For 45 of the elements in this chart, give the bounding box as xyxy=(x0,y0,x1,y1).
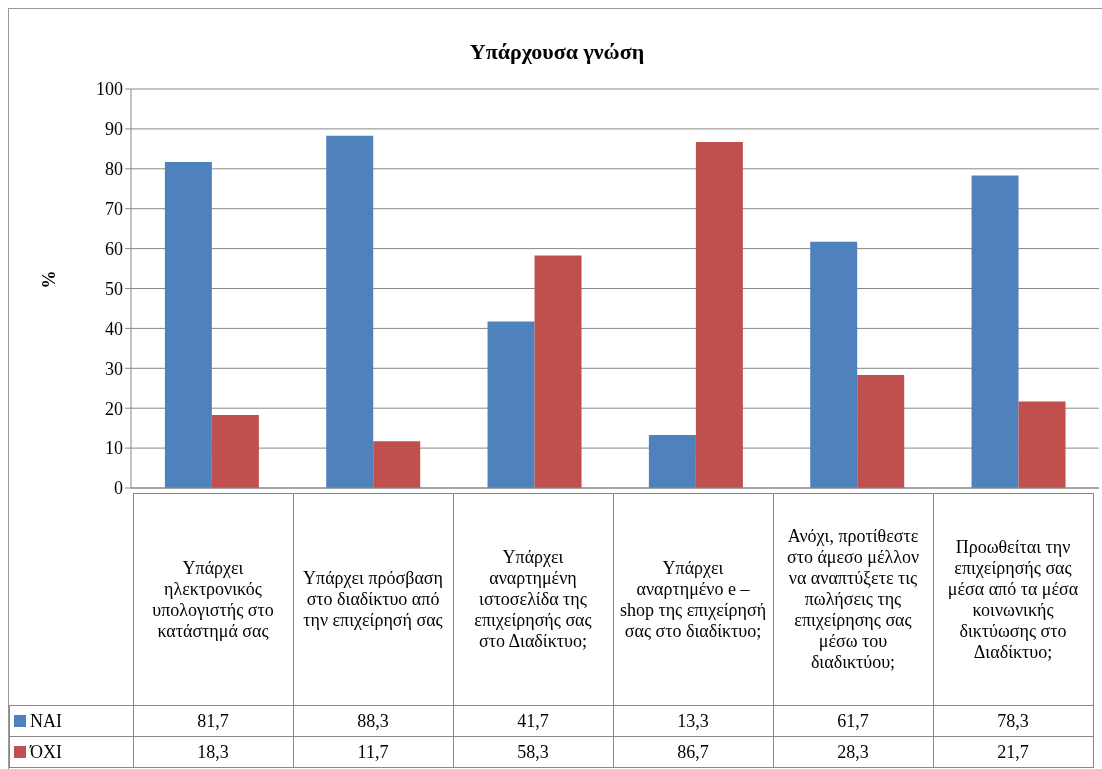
y-tick-label: 60 xyxy=(105,238,123,259)
bar xyxy=(1018,401,1066,488)
data-label: 18,3 xyxy=(133,736,293,768)
bar xyxy=(534,255,582,488)
y-tick-label: 100 xyxy=(96,79,123,100)
data-label: 88,3 xyxy=(293,705,453,737)
x-tick-label: Υπάρχει ηλεκτρονικός υπολογιστής στο κατάστημά σας xyxy=(133,493,293,706)
y-tick-label: 20 xyxy=(105,398,123,419)
data-label: 78,3 xyxy=(933,705,1093,737)
bar xyxy=(971,175,1019,488)
y-tick-label: 10 xyxy=(105,438,123,459)
bar xyxy=(373,441,421,488)
data-label: 21,7 xyxy=(933,736,1093,768)
data-label: 58,3 xyxy=(453,736,613,768)
y-tick-label: 30 xyxy=(105,358,123,379)
y-tick-label: 80 xyxy=(105,159,123,180)
legend-label: ΝΑΙ xyxy=(9,705,133,737)
y-tick-label: 70 xyxy=(105,199,123,220)
bar xyxy=(211,414,259,488)
data-label: 13,3 xyxy=(613,705,773,737)
y-tick-label: 50 xyxy=(105,278,123,299)
y-axis-title: % xyxy=(39,270,60,289)
data-label: 41,7 xyxy=(453,705,613,737)
legend-label: ΌΧΙ xyxy=(9,736,133,768)
y-tick-label: 0 xyxy=(114,478,123,499)
chart-title: Υπάρχουσα γνώση xyxy=(468,39,646,65)
y-tick-label: 90 xyxy=(105,119,123,140)
data-label: 86,7 xyxy=(613,736,773,768)
data-label: 11,7 xyxy=(293,736,453,768)
x-tick-label: Υπάρχει αναρτημένη ιστοσελίδα της επιχείρησής σας στο Διαδίκτυο; xyxy=(453,493,613,706)
x-tick-label: Ανόχι, προτίθεστε στο άμεσο μέλλον να αναπτύξετε τις πωλήσεις της επιχείρησης σας μέσω του διαδικτύου; xyxy=(773,493,933,706)
data-label: 81,7 xyxy=(133,705,293,737)
x-tick-label: Υπάρχει πρόσβαση στο διαδίκτυο από την επιχείρησή σας xyxy=(293,493,453,706)
bar xyxy=(487,321,535,488)
bar xyxy=(326,135,374,488)
bar xyxy=(695,142,743,488)
bar xyxy=(857,375,905,488)
x-tick-label: Προωθείται την επιχείρησής σας μέσα από τα μέσα κοινωνικής δικτύωσης στο Διαδίκτυο; xyxy=(933,493,1093,706)
bar xyxy=(164,162,212,488)
bar xyxy=(648,434,696,488)
data-label: 28,3 xyxy=(773,736,933,768)
bar xyxy=(810,241,858,488)
y-tick-label: 40 xyxy=(105,318,123,339)
data-label: 61,7 xyxy=(773,705,933,737)
x-tick-label: Υπάρχει αναρτημένο e – shop της επιχείρησή σας στο διαδίκτυο; xyxy=(613,493,773,706)
